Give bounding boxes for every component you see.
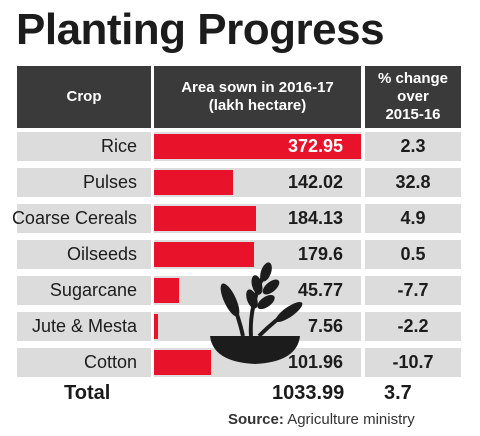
change-label: 32.8 [395, 172, 431, 192]
change-cell: -10.7 [365, 348, 461, 377]
value-label: 45.77 [297, 280, 343, 300]
area-cell: 372.95 [154, 132, 361, 161]
table-row: Coarse Cereals 184.13 4.9 [12, 204, 461, 233]
bar [154, 350, 211, 375]
crop-cell: Pulses [17, 168, 151, 197]
change-cell: -2.2 [365, 312, 461, 341]
bar [154, 242, 254, 267]
bar [154, 278, 179, 303]
area-header-line2: (lakh hectare) [208, 97, 307, 114]
change-label: -7.7 [397, 280, 429, 300]
bar [154, 314, 158, 339]
area-column-header: Area sown in 2016-17 (lakh hectare) [154, 66, 361, 128]
change-label: 2.3 [400, 136, 426, 156]
value-label: 179.6 [297, 244, 343, 264]
change-header-line1: % change [377, 70, 449, 87]
value-label: 372.95 [287, 136, 343, 156]
crop-cell: Sugarcane [17, 276, 151, 305]
crop-header-label: Crop [66, 88, 102, 105]
area-cell: 7.56 [154, 312, 361, 341]
crop-label: Rice [100, 136, 137, 156]
change-cell: 4.9 [365, 204, 461, 233]
page-title: Planting Progress [16, 5, 385, 54]
table-row: Cotton 101.96 -10.7 [17, 348, 461, 377]
crop-label: Pulses [82, 172, 137, 192]
source-label: Source: [228, 411, 284, 428]
change-label: 0.5 [400, 244, 426, 264]
table-row: Pulses 142.02 32.8 [17, 168, 461, 197]
crop-cell: Jute & Mesta [17, 312, 151, 341]
value-label: 101.96 [287, 352, 343, 372]
table-row: Oilseeds 179.6 0.5 [17, 240, 461, 269]
source-text: Agriculture ministry [287, 411, 415, 428]
total-label: Total [64, 382, 111, 404]
chart-table: Crop Area sown in 2016-17 (lakh hectare)… [12, 66, 461, 410]
change-cell: 2.3 [365, 132, 461, 161]
crop-cell: Oilseeds [17, 240, 151, 269]
crop-cell: Coarse Cereals [12, 204, 151, 233]
value-label: 184.13 [287, 208, 343, 228]
crop-label: Sugarcane [49, 280, 137, 300]
change-cell: 32.8 [365, 168, 461, 197]
area-header-line1: Area sown in 2016-17 [181, 79, 334, 96]
change-column-header: % change over 2015-16 [365, 66, 461, 128]
crop-cell: Cotton [17, 348, 151, 377]
area-cell: 142.02 [154, 168, 361, 197]
area-cell: 184.13 [154, 204, 361, 233]
change-header-line3: 2015-16 [385, 106, 441, 123]
bar [154, 170, 233, 195]
crop-column-header: Crop [17, 66, 151, 128]
table-row: Rice 372.95 2.3 [17, 132, 461, 161]
change-header-line2: over [397, 88, 429, 105]
crop-label: Cotton [83, 352, 137, 372]
wheat-in-bowl-icon [210, 262, 303, 364]
total-change-value: 3.7 [384, 382, 412, 404]
crop-label: Jute & Mesta [31, 316, 137, 336]
area-cell: 179.6 [154, 240, 361, 269]
value-label: 142.02 [287, 172, 343, 192]
source-note: Source: Agriculture ministry [228, 410, 415, 430]
table-row: Jute & Mesta 7.56 -2.2 [17, 312, 461, 341]
total-area-value: 1033.99 [272, 382, 345, 404]
change-label: -10.7 [392, 352, 434, 372]
value-label: 7.56 [307, 316, 343, 336]
change-label: -2.2 [397, 316, 429, 336]
change-cell: -7.7 [365, 276, 461, 305]
crop-cell: Rice [17, 132, 151, 161]
change-label: 4.9 [400, 208, 426, 228]
crop-label: Coarse Cereals [11, 208, 137, 228]
change-cell: 0.5 [365, 240, 461, 269]
bar [154, 206, 256, 231]
bar [154, 134, 361, 159]
crop-label: Oilseeds [66, 244, 137, 264]
